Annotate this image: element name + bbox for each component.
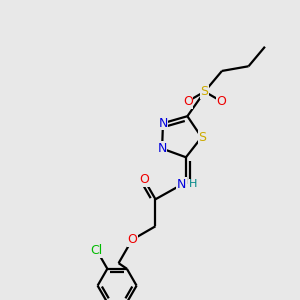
Text: H: H <box>189 179 198 189</box>
Text: O: O <box>127 233 137 246</box>
Text: Cl: Cl <box>91 244 103 257</box>
Text: N: N <box>177 178 186 191</box>
Text: O: O <box>139 173 149 186</box>
Text: N: N <box>158 142 167 155</box>
Text: S: S <box>201 85 208 98</box>
Text: S: S <box>198 131 206 144</box>
Text: N: N <box>158 117 168 130</box>
Text: O: O <box>217 95 226 108</box>
Text: O: O <box>183 95 193 108</box>
